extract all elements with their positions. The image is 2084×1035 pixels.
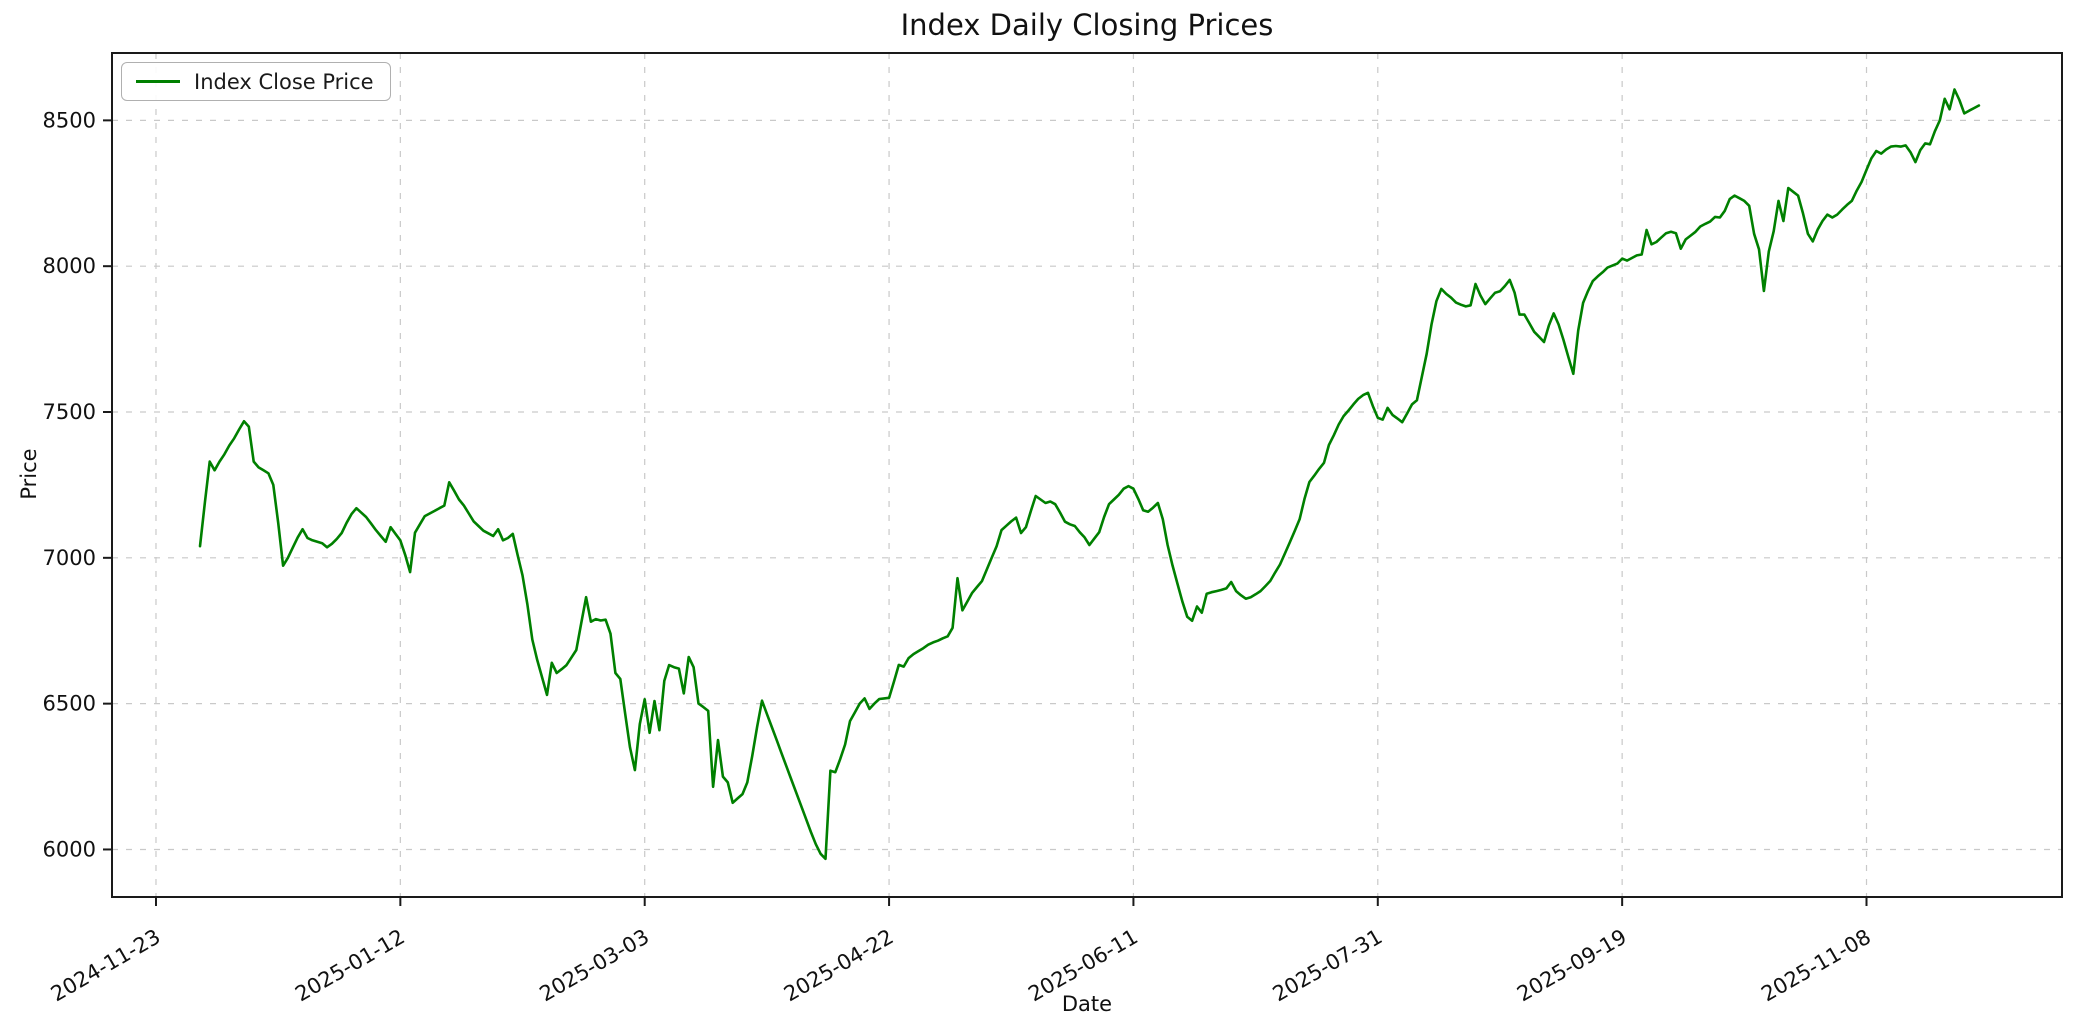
y-tick-label-2: 7000 <box>43 546 96 570</box>
y-tick-label-5: 8500 <box>43 108 96 132</box>
x-axis-label: Date <box>1061 992 1113 1016</box>
legend-line-swatch <box>136 80 180 83</box>
plot-border <box>111 52 2063 898</box>
legend-label: Index Close Price <box>194 69 374 94</box>
chart-title: Index Daily Closing Prices <box>900 8 1274 42</box>
y-tick-label-4: 8000 <box>43 254 96 278</box>
price-line <box>198 88 1981 861</box>
y-axis-label: Price <box>17 448 41 500</box>
y-tick-label-1: 6500 <box>43 692 96 716</box>
y-tick-label-0: 6000 <box>43 837 96 861</box>
y-tick-label-3: 7500 <box>43 400 96 424</box>
legend: Index Close Price <box>121 62 391 101</box>
